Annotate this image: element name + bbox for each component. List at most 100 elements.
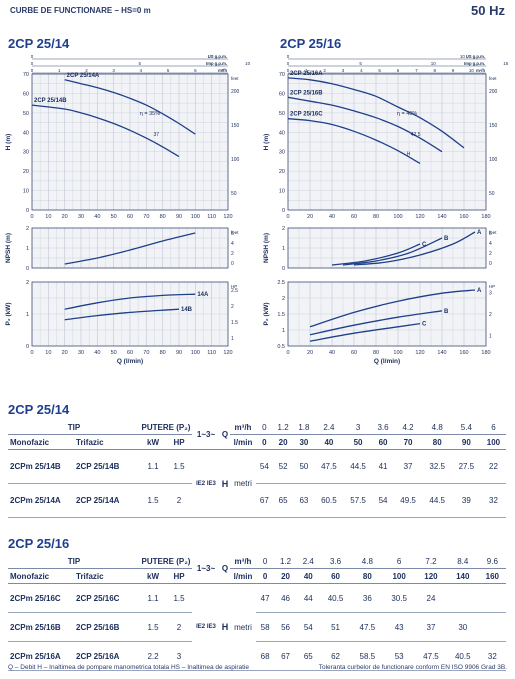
m3h-cell: 6	[480, 420, 506, 435]
h-cell: 63	[293, 483, 315, 518]
head-ytick-label: 20	[279, 169, 285, 175]
power-y-axis-label: P₂ (kW)	[5, 302, 12, 325]
x-tick-label: 60	[127, 350, 133, 356]
power-right-tick-label: 2.5	[231, 288, 238, 294]
head-right-tick-label: 50	[231, 191, 237, 197]
head-right-tick-label: 200	[489, 89, 498, 95]
x-tick-label: 80	[160, 214, 166, 220]
x-tick-label: 160	[459, 350, 468, 356]
x-tick-label: 120	[223, 214, 232, 220]
spec-table-25-14: TIP PUTERE (P₂) 1~3~ Q m³/h 0 1.2 1.8 2.…	[8, 420, 506, 518]
x-tick-label: 10	[45, 214, 51, 220]
x-tick-label: 90	[176, 214, 182, 220]
lmin-cell: 90	[451, 434, 481, 450]
top-axis-tick-label: 15	[503, 61, 509, 66]
x-tick-label: 60	[351, 350, 357, 356]
npsh-right-tick-label: 0	[231, 261, 234, 267]
h-cell: 40.5	[446, 641, 479, 671]
npsh-series-label: C	[422, 242, 427, 248]
h-cell: 52	[272, 449, 294, 484]
lmin-cell: 100	[383, 568, 416, 584]
power-ytick-label: 2.5	[277, 280, 285, 286]
h-cell: 58.5	[351, 641, 384, 671]
npsh-series-line	[353, 231, 476, 266]
kw-cell: 1.5	[140, 612, 166, 642]
m3h-cell: 3.6	[319, 554, 352, 569]
chart-title-right: 2CP 25/16	[280, 36, 342, 51]
power-ytick-label: 1	[26, 312, 29, 318]
npsh-ytick-label: 1	[26, 246, 29, 252]
h-cell: 30	[446, 612, 479, 642]
power-frame	[287, 281, 487, 347]
x-tick-label: 80	[160, 350, 166, 356]
npsh-right-tick-label: 0	[489, 261, 492, 267]
npsh-frame	[287, 227, 487, 269]
head-right-tick-label: 150	[489, 123, 498, 129]
h-cell: 44	[296, 583, 320, 613]
h-cell: 46	[274, 583, 297, 613]
top-axis-tick-label: 10	[245, 61, 251, 66]
unit-m3h: m³/h	[230, 554, 256, 569]
lmin-cell: 60	[372, 434, 394, 450]
head-series-line	[287, 96, 443, 153]
npsh-right-tick-label: 6	[489, 231, 492, 237]
head-right-axis-label: feet	[231, 76, 239, 81]
power-series-line	[64, 293, 196, 310]
power-ytick-label: 2	[282, 296, 285, 302]
power-ytick-label: 0	[26, 344, 29, 350]
h-cell: 32	[480, 483, 506, 518]
col-tri: Trifazic	[74, 434, 140, 450]
power-series-label: 14A	[197, 292, 209, 298]
x-tick-label: 180	[481, 350, 490, 356]
col-tip: TIP	[8, 554, 140, 569]
lmin-cell: 70	[393, 434, 423, 450]
h-cell: 60.5	[314, 483, 344, 518]
x-tick-label: 50	[111, 350, 117, 356]
x-tick-label: 120	[415, 350, 424, 356]
table-row-tri: 2CP 25/16A	[74, 641, 140, 671]
table-row-mono: 2CPm 25/16C	[8, 583, 74, 613]
footer-legend: Q – Debit H – Inaltimea de pompare manom…	[8, 664, 249, 671]
col-kw: kW	[140, 568, 166, 584]
npsh-frame	[31, 227, 229, 269]
h-cell: 22	[480, 449, 506, 484]
pump-chart-25-16: 010203040US g.p.m.05101520253035Imp g.p.…	[263, 54, 509, 365]
h-cell: 67	[274, 641, 297, 671]
lmin-cell: 0	[256, 568, 275, 584]
head-y-axis-label: H (m)	[263, 134, 270, 151]
x-tick-label: 0	[30, 350, 33, 356]
h-cell: 53	[383, 641, 416, 671]
npsh-right-tick-label: 2	[231, 251, 234, 257]
kw-cell: 1.1	[140, 449, 166, 484]
top-axis-tick-label: 9	[452, 68, 455, 73]
table-row-tri: 2CP 25/14A	[74, 483, 140, 518]
lmin-cell: 20	[272, 434, 294, 450]
h-cell: 67	[256, 483, 273, 518]
frequency-label: 50 Hz	[471, 3, 505, 18]
head-frame	[31, 73, 229, 211]
x-tick-label: 180	[481, 214, 490, 220]
x-tick-label: 110	[207, 214, 216, 220]
h-cell: 24	[415, 583, 447, 613]
unit-lmin: l/min	[230, 434, 256, 450]
top-axis-tick-label: 10	[469, 68, 475, 73]
col-putere: PUTERE (P₂)	[140, 554, 192, 569]
footer-tolerance-note: Toleranta curbelor de functionare confor…	[318, 664, 507, 671]
top-axis-tick-label: 5	[167, 68, 170, 73]
top-axis-tick-label: 5	[139, 61, 142, 66]
power-y-axis-label: P₂ (kW)	[263, 302, 270, 325]
m3h-cell: 4.8	[351, 554, 384, 569]
h-cell: 30.5	[383, 583, 416, 613]
npsh-y-axis-label: NPSH (m)	[5, 233, 12, 263]
efficiency-class: IE2 IE3	[192, 583, 220, 671]
efficiency-class: IE2 IE3	[192, 449, 220, 518]
m3h-cell: 3.6	[372, 420, 394, 435]
top-axis-tick-label: 8	[433, 68, 436, 73]
top-axis-tick-label: 10	[431, 61, 437, 66]
head-right-tick-label: 150	[231, 123, 240, 129]
x-tick-label: 40	[329, 214, 335, 220]
spec-table-25-16: TIP PUTERE (P₂) 1~3~ Q m³/h 0 1.2 2.4 3.…	[8, 554, 506, 671]
h-cell: 47.5	[314, 449, 344, 484]
x-tick-label: 30	[78, 214, 84, 220]
top-axis-unit-label: Imp g.p.m.	[206, 61, 227, 66]
